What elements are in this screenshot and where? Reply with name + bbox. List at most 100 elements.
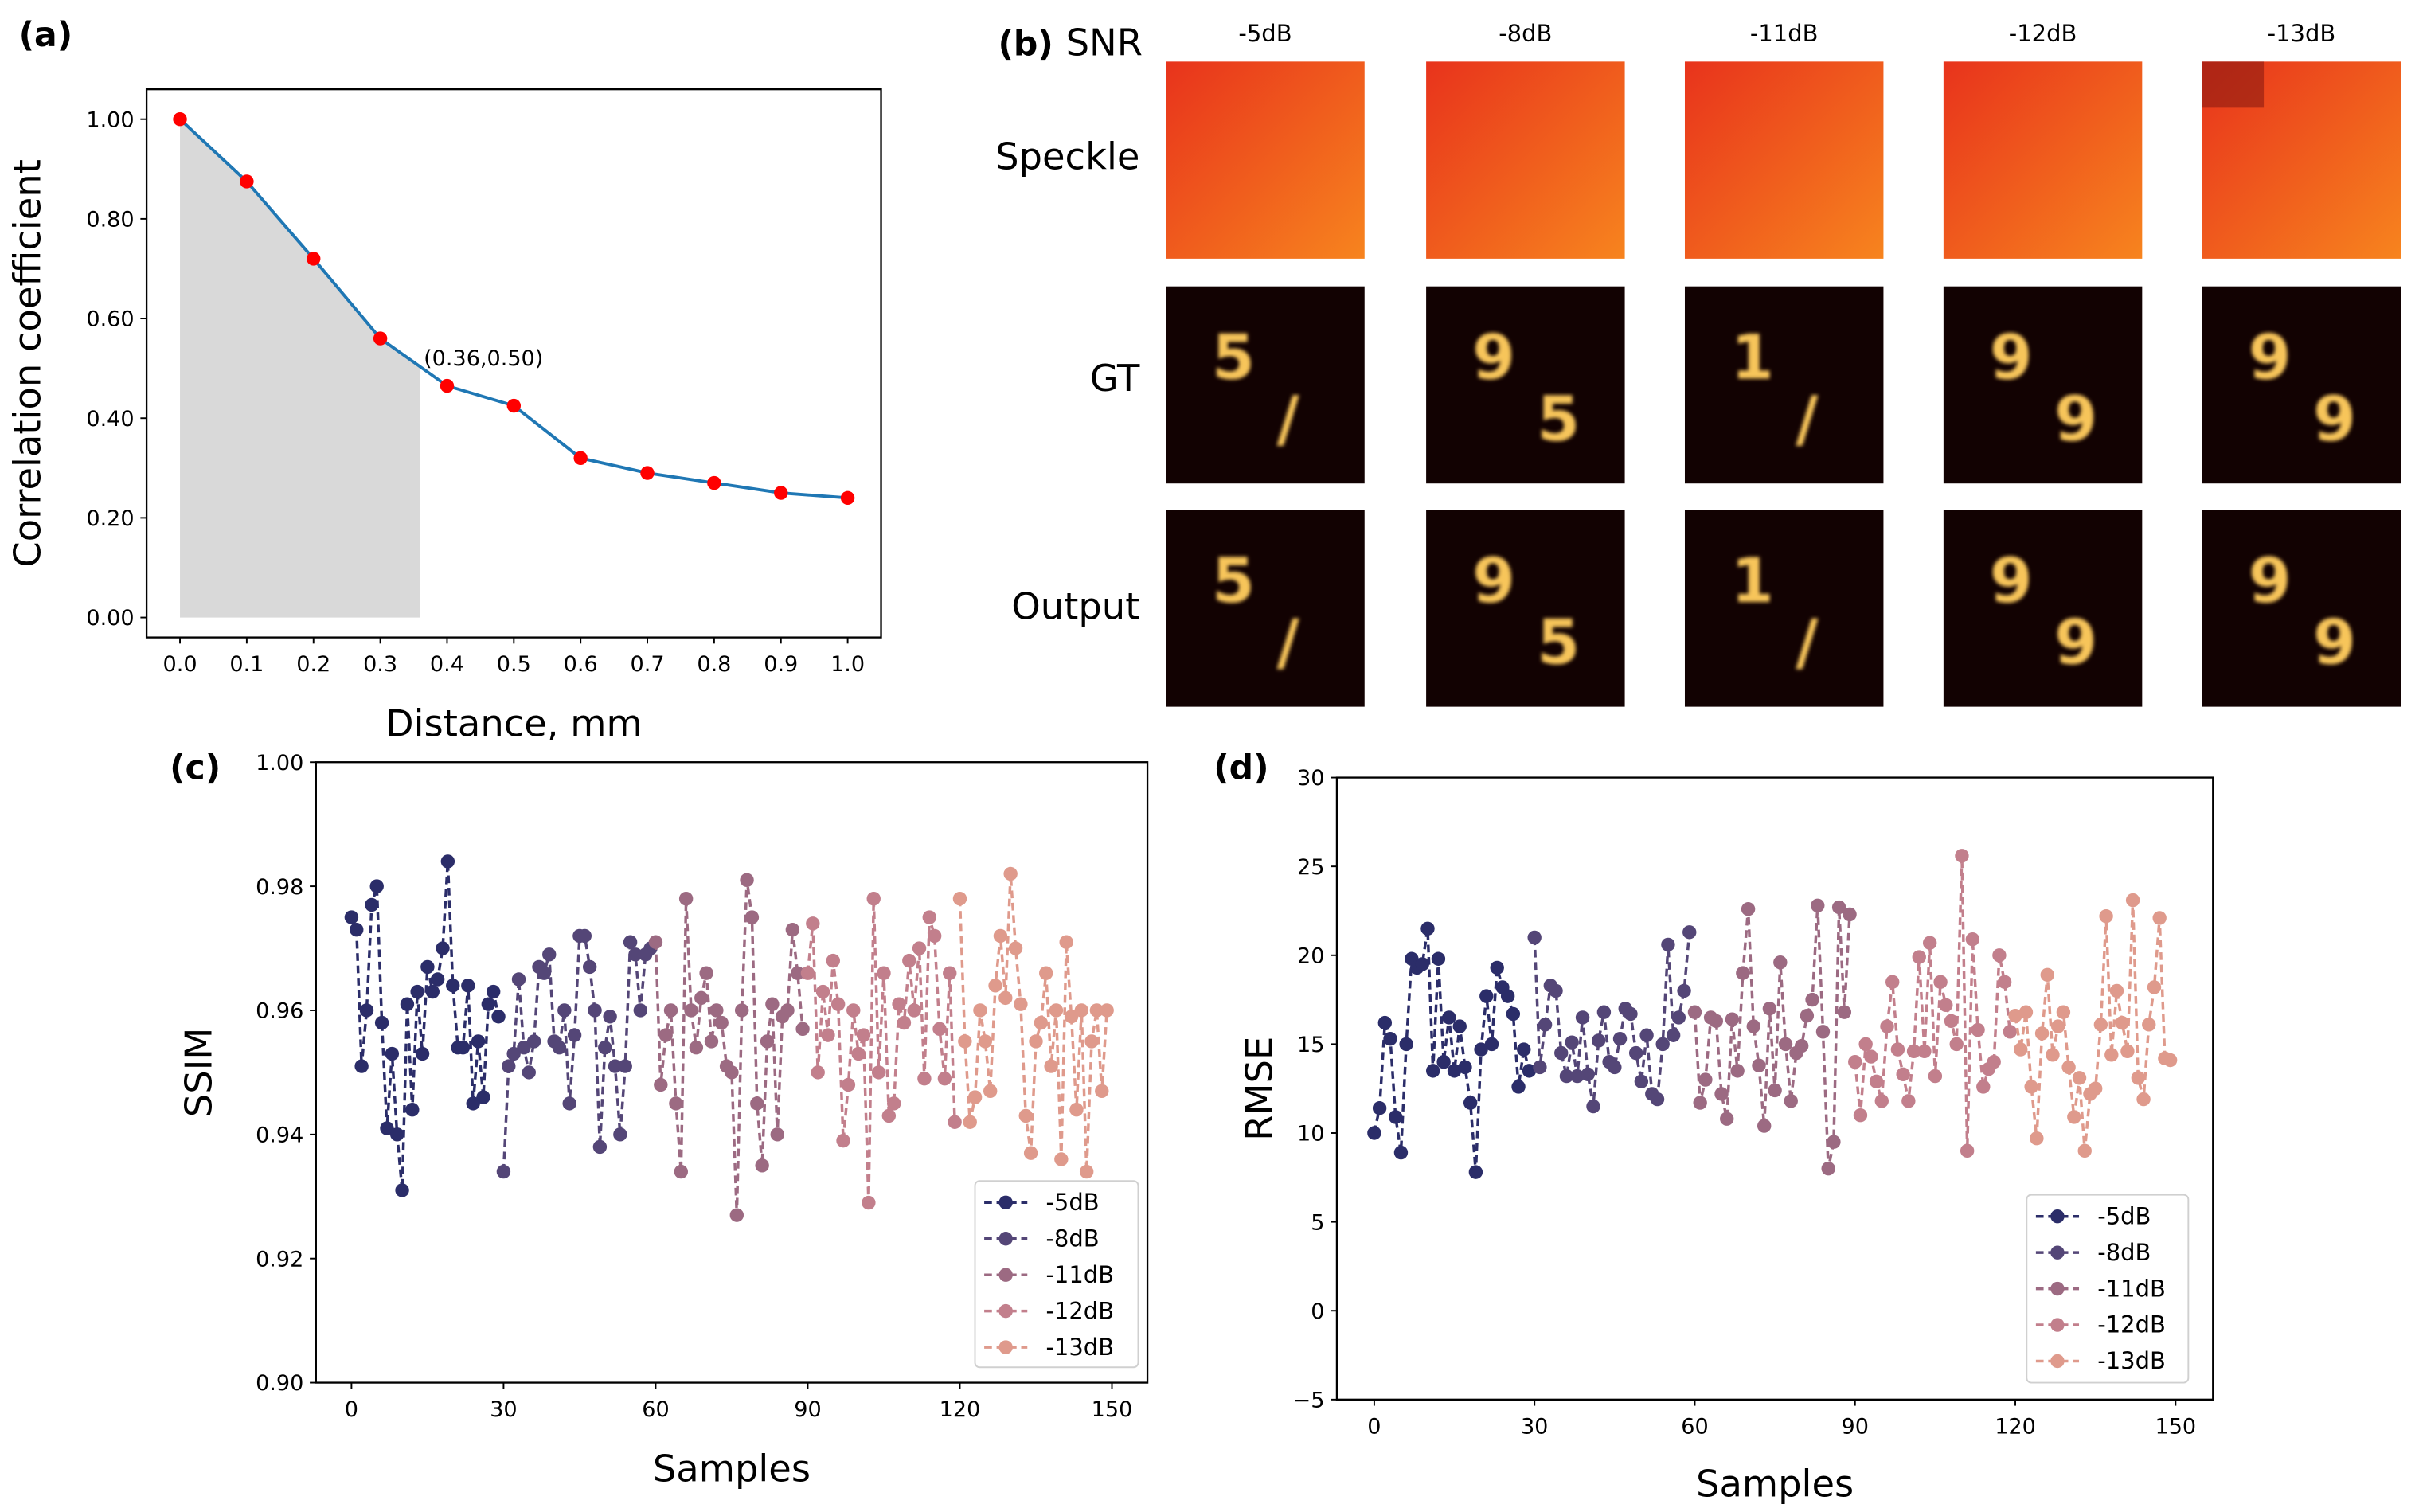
y-tick-label: 1.00 bbox=[86, 107, 134, 132]
data-point bbox=[1805, 992, 1819, 1007]
digit-glyph: / bbox=[1796, 384, 1819, 455]
data-point bbox=[1864, 1049, 1878, 1064]
panel-c-chart: 0 30 60 90 120 150 0.90 0.92 0.94 0.96 0.98 1.00 Sam… bbox=[177, 751, 1149, 1490]
data-point bbox=[952, 891, 967, 906]
data-point bbox=[1393, 1145, 1409, 1160]
x-tick-label: 0.2 bbox=[296, 652, 330, 677]
legend-marker bbox=[998, 1195, 1013, 1210]
data-point bbox=[623, 935, 638, 949]
data-point bbox=[932, 1022, 947, 1037]
data-point bbox=[1538, 1018, 1553, 1032]
data-point bbox=[2018, 1005, 2034, 1019]
data-point bbox=[1389, 1110, 1403, 1124]
plot-frame bbox=[315, 761, 1149, 1384]
data-point bbox=[2131, 1071, 2146, 1085]
data-point bbox=[476, 1090, 490, 1104]
series-line bbox=[1693, 905, 1851, 1169]
data-point bbox=[1034, 1015, 1049, 1030]
data-point bbox=[2077, 1143, 2092, 1158]
data-point bbox=[633, 1003, 648, 1018]
data-point bbox=[436, 941, 450, 955]
legend-marker bbox=[2050, 1281, 2065, 1296]
data-point bbox=[390, 1127, 404, 1142]
gt-image: 5/ bbox=[1166, 286, 1365, 484]
panel-d-chart: 0 30 60 90 120 150 −5 0 5 10 15 20 25 30 Samples RMSE -5… bbox=[1238, 766, 2214, 1506]
data-point bbox=[1059, 935, 1073, 949]
shaded-area bbox=[180, 119, 420, 618]
x-tick-label: 0.8 bbox=[697, 652, 731, 677]
row-label-output: Output bbox=[1011, 584, 1139, 627]
x-tick-label: 60 bbox=[642, 1397, 669, 1422]
data-point bbox=[1447, 1064, 1462, 1078]
data-point bbox=[1815, 1025, 1831, 1039]
data-point bbox=[993, 928, 1008, 944]
data-point bbox=[836, 1133, 850, 1148]
legend-label: -13dB bbox=[1045, 1334, 1114, 1361]
data-point bbox=[350, 922, 364, 937]
data-point bbox=[542, 947, 557, 962]
data-point bbox=[1666, 1028, 1681, 1042]
data-point bbox=[2147, 980, 2162, 994]
data-point bbox=[577, 928, 592, 944]
data-point bbox=[369, 879, 384, 893]
y-tick-label: 0.98 bbox=[256, 875, 303, 900]
x-tick-label: 90 bbox=[1842, 1414, 1869, 1439]
data-point bbox=[598, 1041, 612, 1055]
data-point bbox=[1976, 1080, 1991, 1094]
data-point bbox=[707, 475, 721, 490]
digit-glyph: / bbox=[1277, 607, 1300, 678]
digit-glyph: 9 bbox=[2313, 384, 2356, 455]
legend-box bbox=[2026, 1194, 2190, 1384]
data-point bbox=[826, 953, 841, 968]
data-point bbox=[922, 910, 936, 924]
output-image: 5/ bbox=[1166, 510, 1365, 707]
data-point bbox=[943, 966, 957, 980]
data-point bbox=[410, 984, 424, 999]
data-point bbox=[2030, 1131, 2044, 1146]
data-point bbox=[1431, 951, 1446, 966]
data-point bbox=[983, 1084, 998, 1098]
x-tick-label: 1.0 bbox=[830, 652, 865, 677]
y-tick-label: 5 bbox=[1311, 1210, 1324, 1235]
data-point bbox=[400, 997, 415, 1011]
snr-level-label: -8dB bbox=[1499, 20, 1552, 47]
legend-label: -5dB bbox=[2097, 1202, 2151, 1229]
data-point bbox=[694, 990, 709, 1006]
y-tick-label: 1.00 bbox=[256, 751, 303, 776]
legend-marker bbox=[2050, 1245, 2065, 1260]
data-point bbox=[2120, 1044, 2135, 1059]
data-point bbox=[359, 1003, 374, 1018]
data-point bbox=[1837, 1005, 1852, 1019]
data-point bbox=[567, 1028, 582, 1042]
x-tick-label: 0 bbox=[345, 1397, 358, 1422]
data-point bbox=[725, 1065, 739, 1080]
data-point bbox=[815, 984, 830, 999]
y-axis-label: SSIM bbox=[177, 1028, 220, 1118]
data-point bbox=[1890, 1042, 1905, 1057]
data-point bbox=[506, 398, 522, 413]
data-point bbox=[373, 331, 388, 346]
annotation: (0.36,0.50) bbox=[424, 346, 543, 371]
data-point bbox=[1757, 1119, 1772, 1133]
data-point bbox=[640, 466, 655, 480]
data-point bbox=[1442, 1010, 1456, 1025]
data-point bbox=[1778, 1037, 1793, 1052]
series-line bbox=[1373, 928, 1531, 1173]
data-point bbox=[1527, 930, 1542, 945]
output-image: 99 bbox=[2202, 510, 2401, 707]
data-point bbox=[998, 990, 1013, 1006]
digit-glyph: 9 bbox=[1990, 545, 2033, 617]
data-point bbox=[2136, 1092, 2151, 1107]
data-point bbox=[674, 1164, 688, 1179]
digit-glyph: 5 bbox=[1212, 322, 1255, 394]
data-point bbox=[2034, 1026, 2050, 1041]
data-point bbox=[881, 1108, 897, 1123]
data-point bbox=[830, 997, 846, 1011]
data-point bbox=[1628, 1045, 1643, 1061]
digit-glyph: 1 bbox=[1731, 322, 1774, 394]
data-point bbox=[1762, 1002, 1777, 1016]
data-point bbox=[1479, 989, 1494, 1003]
data-point bbox=[502, 1059, 516, 1073]
data-point bbox=[1474, 1042, 1488, 1057]
data-point bbox=[795, 1022, 810, 1037]
